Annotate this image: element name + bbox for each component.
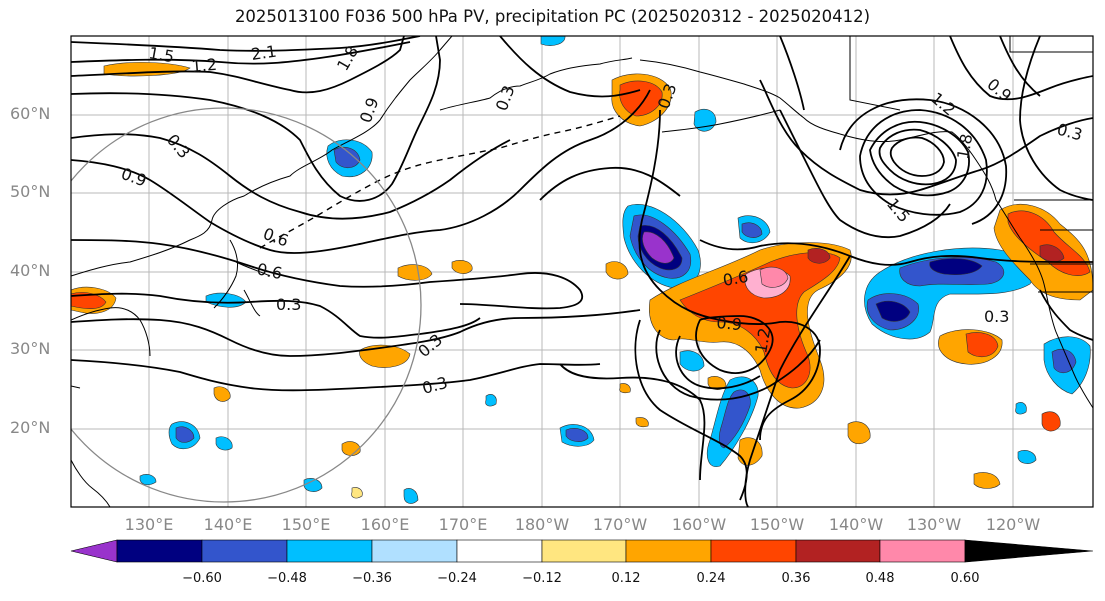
colorbar-tick: −0.60: [182, 571, 222, 586]
lon-label: 170°W: [592, 515, 648, 534]
lon-label: 130°E: [124, 515, 174, 534]
colorbar-segment: [286, 539, 373, 563]
contour-label: 1.2: [191, 55, 218, 76]
colorbar-tick: −0.12: [522, 571, 562, 586]
contour-label: 1.8: [953, 132, 976, 160]
precip-shading: [71, 36, 1093, 504]
graticule: [71, 36, 1093, 507]
colorbar-tick: 0.36: [781, 571, 811, 586]
map-title: 2025013100 F036 500 hPa PV, precipitatio…: [234, 7, 871, 26]
lat-label: 30°N: [10, 339, 51, 358]
colorbar-segment: [541, 539, 627, 563]
colorbar-tick: 0.48: [865, 571, 895, 586]
contour-label: 0.9: [716, 313, 743, 334]
colorbar-segment: [371, 539, 458, 563]
lon-label: 140°E: [203, 515, 253, 534]
contour-label: 0.3: [984, 307, 1009, 326]
contour-label: 2.1: [250, 42, 278, 64]
colorbar: [70, 539, 1094, 563]
lon-label: 150°E: [281, 515, 331, 534]
colorbar-tick: 0.12: [611, 571, 641, 586]
dashed-contour: [259, 115, 621, 249]
contour-label: 0.6: [255, 259, 284, 283]
contour-label: 0.6: [721, 267, 749, 290]
lat-label: 20°N: [10, 418, 51, 437]
radius-circle: [71, 107, 422, 503]
contour-label: 0.3: [276, 295, 301, 314]
lon-label: 150°W: [749, 515, 805, 534]
colorbar-tick: −0.24: [437, 571, 477, 586]
coastlines: [71, 36, 1093, 507]
lon-label: 130°W: [906, 515, 962, 534]
pv-contours: [71, 36, 1093, 507]
colorbar-segment: [879, 539, 966, 563]
lon-label: 160°E: [360, 515, 410, 534]
colorbar-segment: [116, 539, 203, 563]
colorbar-segment: [710, 539, 797, 563]
lon-label: 170°E: [438, 515, 488, 534]
colorbar-tick: −0.48: [267, 571, 307, 586]
contour-label: 1.5: [147, 43, 175, 66]
colorbar-tick: −0.36: [352, 571, 392, 586]
lon-label: 140°W: [828, 515, 884, 534]
colorbar-segment: [625, 539, 712, 563]
lat-label: 40°N: [10, 261, 51, 280]
lon-label: 120°W: [985, 515, 1041, 534]
lat-label: 50°N: [10, 182, 51, 201]
contour-label: 1.2: [751, 326, 774, 354]
colorbar-tick: 0.60: [950, 571, 980, 586]
colorbar-segment: [70, 539, 118, 563]
lon-label: 180°W: [514, 515, 570, 534]
map-frame: [70, 35, 1094, 508]
lat-label: 60°N: [10, 104, 51, 123]
colorbar-segment: [201, 539, 288, 563]
colorbar-segment: [795, 539, 881, 563]
colorbar-segment: [456, 539, 543, 563]
colorbar-tick: 0.24: [696, 571, 726, 586]
lon-label: 160°W: [671, 515, 727, 534]
